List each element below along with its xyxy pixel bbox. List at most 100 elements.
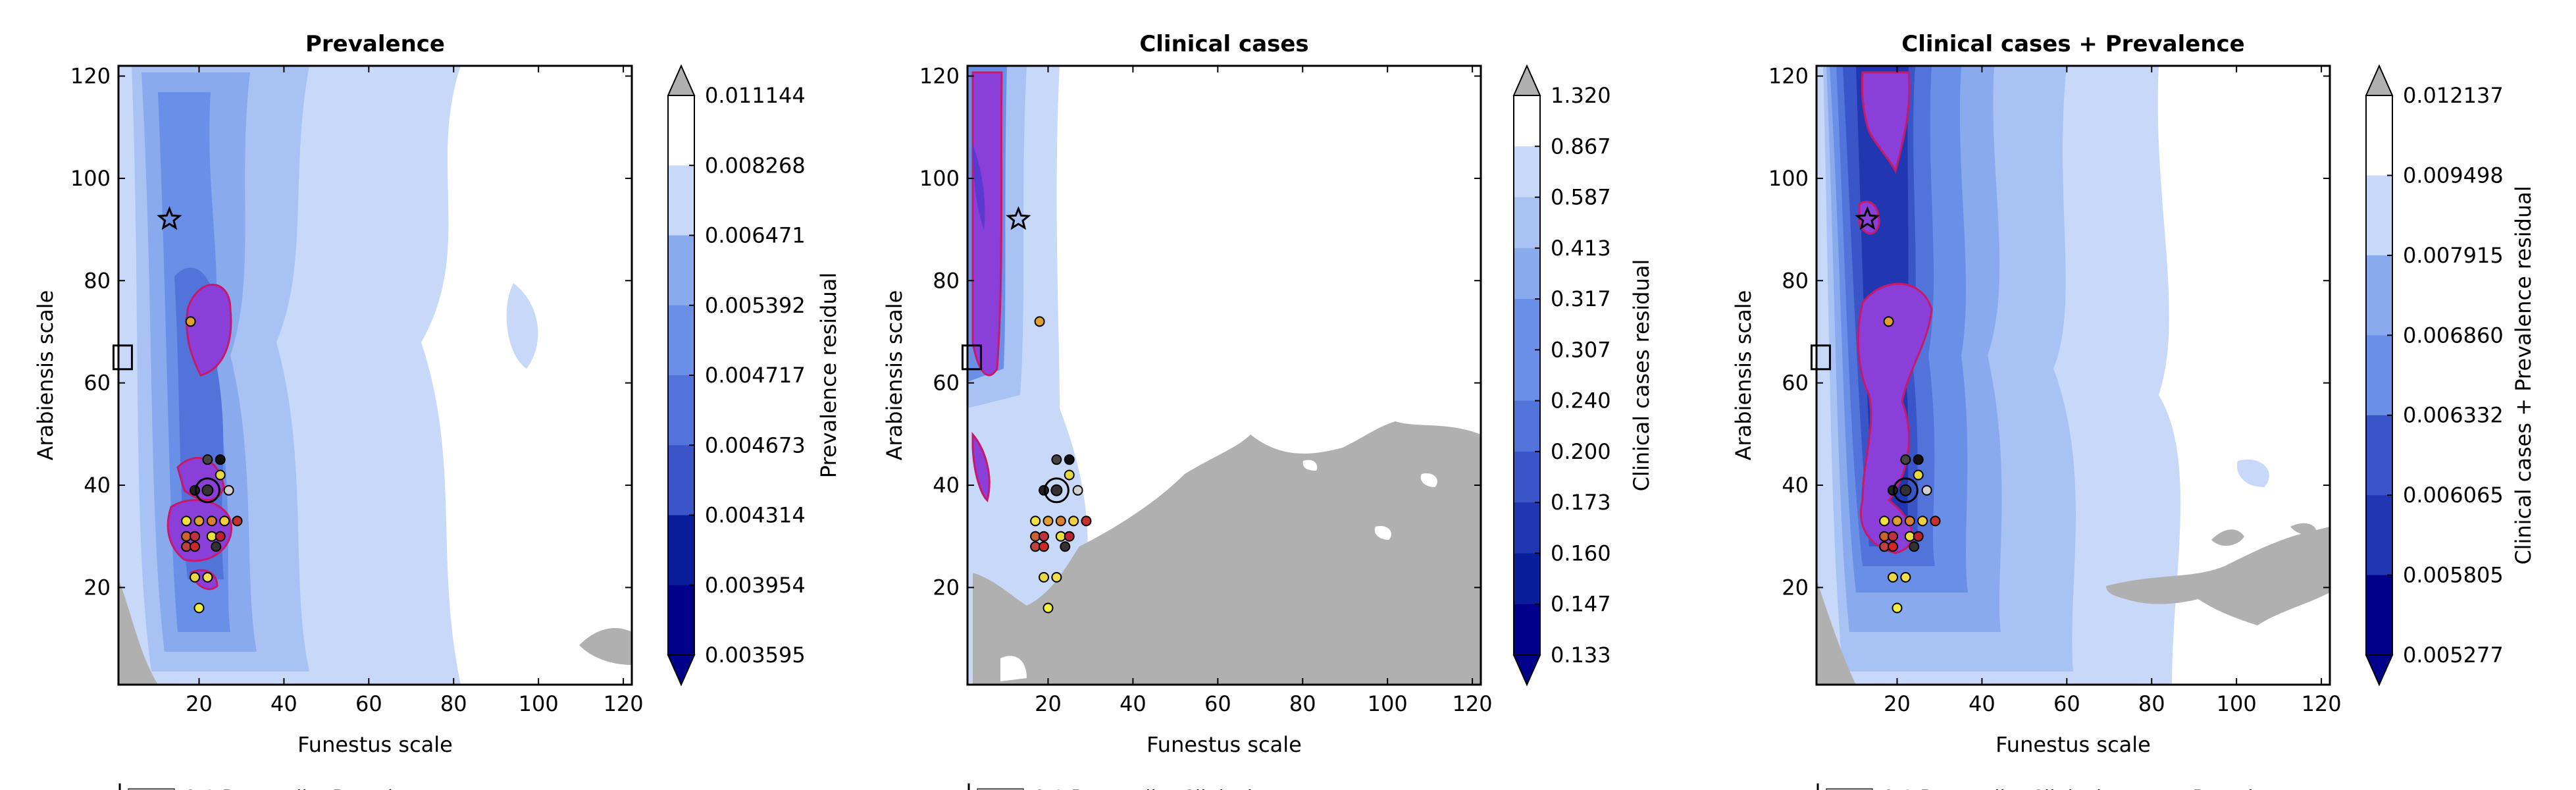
legend-label: 0.1 Percentile: Clinical cases xyxy=(1033,787,1314,790)
colorbar-tick-label: 0.006471 xyxy=(705,223,806,248)
best-point-ring xyxy=(1043,477,1069,504)
colorbar: 0.012137 0.009498 0.007915 0.006860 0.006332… xyxy=(2365,64,2504,687)
scatter-point xyxy=(1043,602,1054,614)
y-axis-label: Arabiensis scale xyxy=(882,290,907,461)
colorbar-extend-bottom xyxy=(2365,654,2394,687)
scatter-point xyxy=(1030,515,1041,527)
scatter-point xyxy=(193,515,205,527)
scatter-point xyxy=(1060,541,1071,552)
x-tick-label: 20 xyxy=(1884,691,1911,716)
colorbar-segment xyxy=(1514,248,1540,300)
colorbar-frame xyxy=(2365,95,2393,656)
scatter-point xyxy=(1068,515,1079,527)
best-point-ring xyxy=(1892,477,1919,504)
colorbar-segment xyxy=(2366,335,2392,416)
scatter-point xyxy=(215,531,226,542)
colorbar-tick-label: 0.004673 xyxy=(705,433,806,458)
scatter-point xyxy=(202,454,213,465)
x-tick-label: 40 xyxy=(1969,691,1996,716)
scatter-point xyxy=(1039,571,1050,583)
scatter-point xyxy=(181,515,192,527)
scatter-point xyxy=(1064,469,1075,481)
panel-title: Clinical cases + Prevalence xyxy=(1901,31,2245,57)
x-tick-label: 100 xyxy=(1368,691,1408,716)
colorbar-segment xyxy=(668,515,694,586)
panel-title: Prevalence xyxy=(305,31,445,57)
colorbar-extend-top xyxy=(667,64,696,96)
scatter-point xyxy=(1064,454,1075,465)
colorbar-tick-label: 0.006065 xyxy=(2403,483,2504,508)
scatter-point xyxy=(232,515,243,527)
colorbar-tick-label: 0.867 xyxy=(1551,134,1611,159)
colorbar-tick-label: 0.240 xyxy=(1551,388,1611,413)
scatter-point xyxy=(193,602,205,614)
colorbar-tick-label: 1.320 xyxy=(1551,83,1611,108)
scatter-point xyxy=(215,454,226,465)
colorbar-tick-label: 0.009498 xyxy=(2403,163,2504,188)
x-axis-ticks: 20 40 60 80 100 120 xyxy=(1035,66,1493,716)
star-marker xyxy=(1855,206,1880,230)
y-tick-label: 60 xyxy=(84,371,111,396)
colorbar-segment xyxy=(668,235,694,306)
x-tick-label: 20 xyxy=(186,691,213,716)
markers xyxy=(961,206,1092,614)
y-tick-label: 80 xyxy=(1782,268,1809,293)
star-marker xyxy=(1006,206,1031,230)
scatter-point xyxy=(1921,485,1932,496)
colorbar-tick-label: 0.012137 xyxy=(2403,83,2504,108)
colorbar-segment xyxy=(1514,95,1540,147)
x-axis-label: Funestus scale xyxy=(1146,732,1302,757)
scatter-point xyxy=(219,515,230,527)
best-point xyxy=(1050,484,1063,496)
y-tick-label: 100 xyxy=(1768,166,1809,191)
scatter-point xyxy=(1055,515,1066,527)
y-tick-label: 60 xyxy=(933,371,960,396)
scatter-point xyxy=(1043,515,1054,527)
x-tick-label: 60 xyxy=(1204,691,1231,716)
x-tick-label: 100 xyxy=(2217,691,2257,716)
y-tick-label: 120 xyxy=(70,64,111,89)
colorbar-label: Prevalence residual xyxy=(816,273,841,479)
colorbar-tick-label: 0.173 xyxy=(1551,490,1611,515)
x-tick-label: 120 xyxy=(2302,691,2342,716)
y-tick-label: 120 xyxy=(1768,64,1809,89)
colorbar-segment xyxy=(2366,495,2392,576)
colorbar-tick-label: 0.003954 xyxy=(705,573,806,598)
scatter-point xyxy=(190,571,201,583)
colorbar-label: Clinical cases residual xyxy=(1629,259,1654,492)
square-marker xyxy=(112,344,133,371)
scatter-point xyxy=(1081,515,1092,527)
scatter-point xyxy=(1034,316,1045,327)
contour-field xyxy=(118,66,632,685)
scatter-point xyxy=(1909,541,1920,552)
colorbar-tick-label: 0.587 xyxy=(1551,185,1611,210)
colorbar-segment xyxy=(668,445,694,515)
x-axis-ticks: 20 40 60 80 100 120 xyxy=(1884,66,2342,716)
colorbar-tick-label: 0.011144 xyxy=(705,83,806,108)
legend: 0.1 Percentile: Clinical cases + Prevale… xyxy=(1816,783,2301,790)
colorbar-tick-label: 0.006332 xyxy=(2403,403,2504,428)
x-axis-label: Funestus scale xyxy=(1996,732,2151,757)
colorbar-tick-label: 0.133 xyxy=(1551,643,1611,668)
scatter-point xyxy=(223,485,234,496)
scatter-point xyxy=(1913,531,1924,542)
scatter-point xyxy=(190,541,201,552)
best-point xyxy=(201,484,214,496)
scatter-point xyxy=(1913,469,1924,481)
colorbar-tick-label: 0.147 xyxy=(1551,592,1611,617)
contour-field xyxy=(967,66,1481,685)
colorbar-tick-label: 0.008268 xyxy=(705,153,806,178)
colorbar-segment xyxy=(1514,604,1540,656)
scatter-point xyxy=(1064,531,1075,542)
y-tick-label: 120 xyxy=(919,64,960,89)
y-tick-label: 20 xyxy=(84,575,111,600)
scatter-point xyxy=(1913,454,1924,465)
square-marker xyxy=(1810,344,1831,371)
y-axis-label: Arabiensis scale xyxy=(33,290,58,461)
y-tick-label: 60 xyxy=(1782,371,1809,396)
legend: 0.1 Percentile: Clinical cases xyxy=(967,783,1314,790)
y-tick-label: 100 xyxy=(919,166,960,191)
colorbar-segment xyxy=(1514,400,1540,452)
colorbar-segment xyxy=(1514,197,1540,249)
